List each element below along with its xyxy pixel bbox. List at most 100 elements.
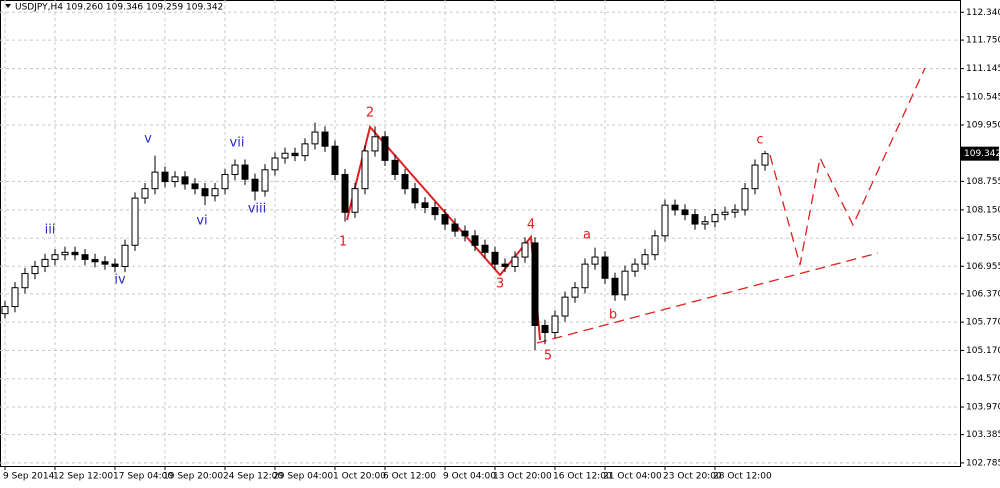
projection-line (769, 67, 926, 266)
x-tick-label: 23 Oct 20:00 (663, 472, 722, 482)
candle-body (431, 207, 439, 216)
candle-body (711, 214, 719, 223)
wave-label: 2 (366, 106, 374, 121)
wave-label: a (583, 228, 591, 243)
wave-label: viii (248, 202, 267, 217)
plot-frame (0, 0, 961, 467)
wave-label: 5 (544, 349, 552, 364)
y-tick-label: 106.955 (966, 262, 1000, 272)
candle-body (701, 221, 709, 225)
candle-body (651, 235, 659, 256)
candle-body (381, 136, 389, 161)
candle-body (521, 242, 529, 258)
candle-body (691, 214, 699, 225)
candle-body (251, 178, 259, 192)
candle-body (121, 244, 129, 267)
y-tick-label: 111.750 (966, 36, 1000, 46)
candle-body (741, 188, 749, 211)
wave-label: v (144, 132, 152, 147)
candle-body (211, 188, 219, 197)
y-tick-label: 109.950 (966, 120, 1000, 130)
y-tick-label: 105.170 (966, 346, 1000, 356)
wave-label: c (756, 133, 763, 148)
candle-body (111, 263, 119, 267)
y-tick-label: 105.770 (966, 318, 1000, 328)
last-price-label: 109.342 (964, 149, 1000, 159)
candle-body (231, 164, 239, 176)
candle-body (321, 131, 329, 147)
candle-body (551, 315, 559, 334)
candle-body (271, 157, 279, 171)
x-tick-label: 29 Sep 04:00 (273, 472, 333, 482)
wave-label: vii (230, 136, 245, 151)
candle-body (161, 171, 169, 183)
candle-body (631, 263, 639, 272)
y-tick-label: 104.570 (966, 374, 1000, 384)
x-tick-label: 21 Oct 04:00 (603, 472, 662, 482)
candle-body (681, 209, 689, 216)
x-tick-label: 24 Sep 12:00 (223, 472, 283, 482)
candle-body (421, 202, 429, 209)
candle-body (481, 244, 489, 253)
candle-body (261, 169, 269, 192)
symbol-icon (5, 4, 11, 8)
x-tick-label: 9 Oct 04:00 (443, 472, 496, 482)
candle-body (201, 188, 209, 197)
candle-body (51, 254, 59, 260)
y-tick-label: 111.145 (966, 64, 1000, 74)
candle-body (241, 164, 249, 180)
wave-label: vi (196, 214, 207, 229)
chart-title: USDJPY,H4 109.260 109.346 109.259 109.34… (15, 3, 223, 13)
candle-body (471, 235, 479, 246)
grid (0, 0, 960, 466)
x-tick-label: 16 Oct 12:00 (553, 472, 612, 482)
y-tick-label: 103.385 (966, 430, 1000, 440)
y-tick-label: 110.545 (966, 92, 1000, 102)
last-price-box (961, 146, 999, 161)
x-tick-label: 28 Oct 12:00 (713, 472, 772, 482)
candle-body (541, 324, 549, 334)
x-tick-label: 17 Sep 04:00 (113, 472, 173, 482)
candle-body (11, 287, 19, 308)
candle-body (561, 296, 569, 317)
y-tick-label: 106.370 (966, 289, 1000, 299)
candle-body (721, 211, 729, 216)
candle-body (441, 214, 449, 225)
y-tick-label: 107.550 (966, 234, 1000, 244)
candle-body (141, 188, 149, 199)
candle-body (91, 258, 99, 263)
candle-body (731, 209, 739, 213)
candle-body (311, 131, 319, 145)
wave-label: 1 (339, 235, 347, 250)
x-tick-label: 9 Sep 2014 (3, 472, 55, 482)
y-tick-label: 102.785 (966, 458, 1000, 468)
candle-body (391, 159, 399, 176)
candle-body (351, 188, 359, 213)
candle-body (171, 176, 179, 183)
candle-body (341, 174, 349, 213)
candle-body (641, 254, 649, 265)
candle-body (31, 265, 39, 275)
y-tick-label: 108.755 (966, 177, 1000, 187)
y-tick-label: 108.150 (966, 205, 1000, 215)
x-tick-label: 13 Oct 20:00 (493, 472, 552, 482)
candle-body (131, 197, 139, 246)
candle-body (581, 263, 589, 289)
wave-label: iii (45, 223, 56, 238)
y-tick-label: 112.340 (966, 8, 1000, 18)
candle-body (511, 256, 519, 267)
candle-body (491, 251, 499, 265)
candle-body (661, 204, 669, 237)
candle-body (71, 251, 79, 256)
candle-body (81, 254, 89, 260)
candle-body (101, 261, 109, 265)
trend-line (536, 252, 879, 344)
wave-label: iv (114, 273, 126, 288)
candle-body (611, 277, 619, 296)
candle-body (621, 270, 629, 296)
x-tick-label: 12 Sep 12:00 (53, 472, 113, 482)
candle-body (221, 174, 229, 190)
candle-body (291, 152, 299, 157)
